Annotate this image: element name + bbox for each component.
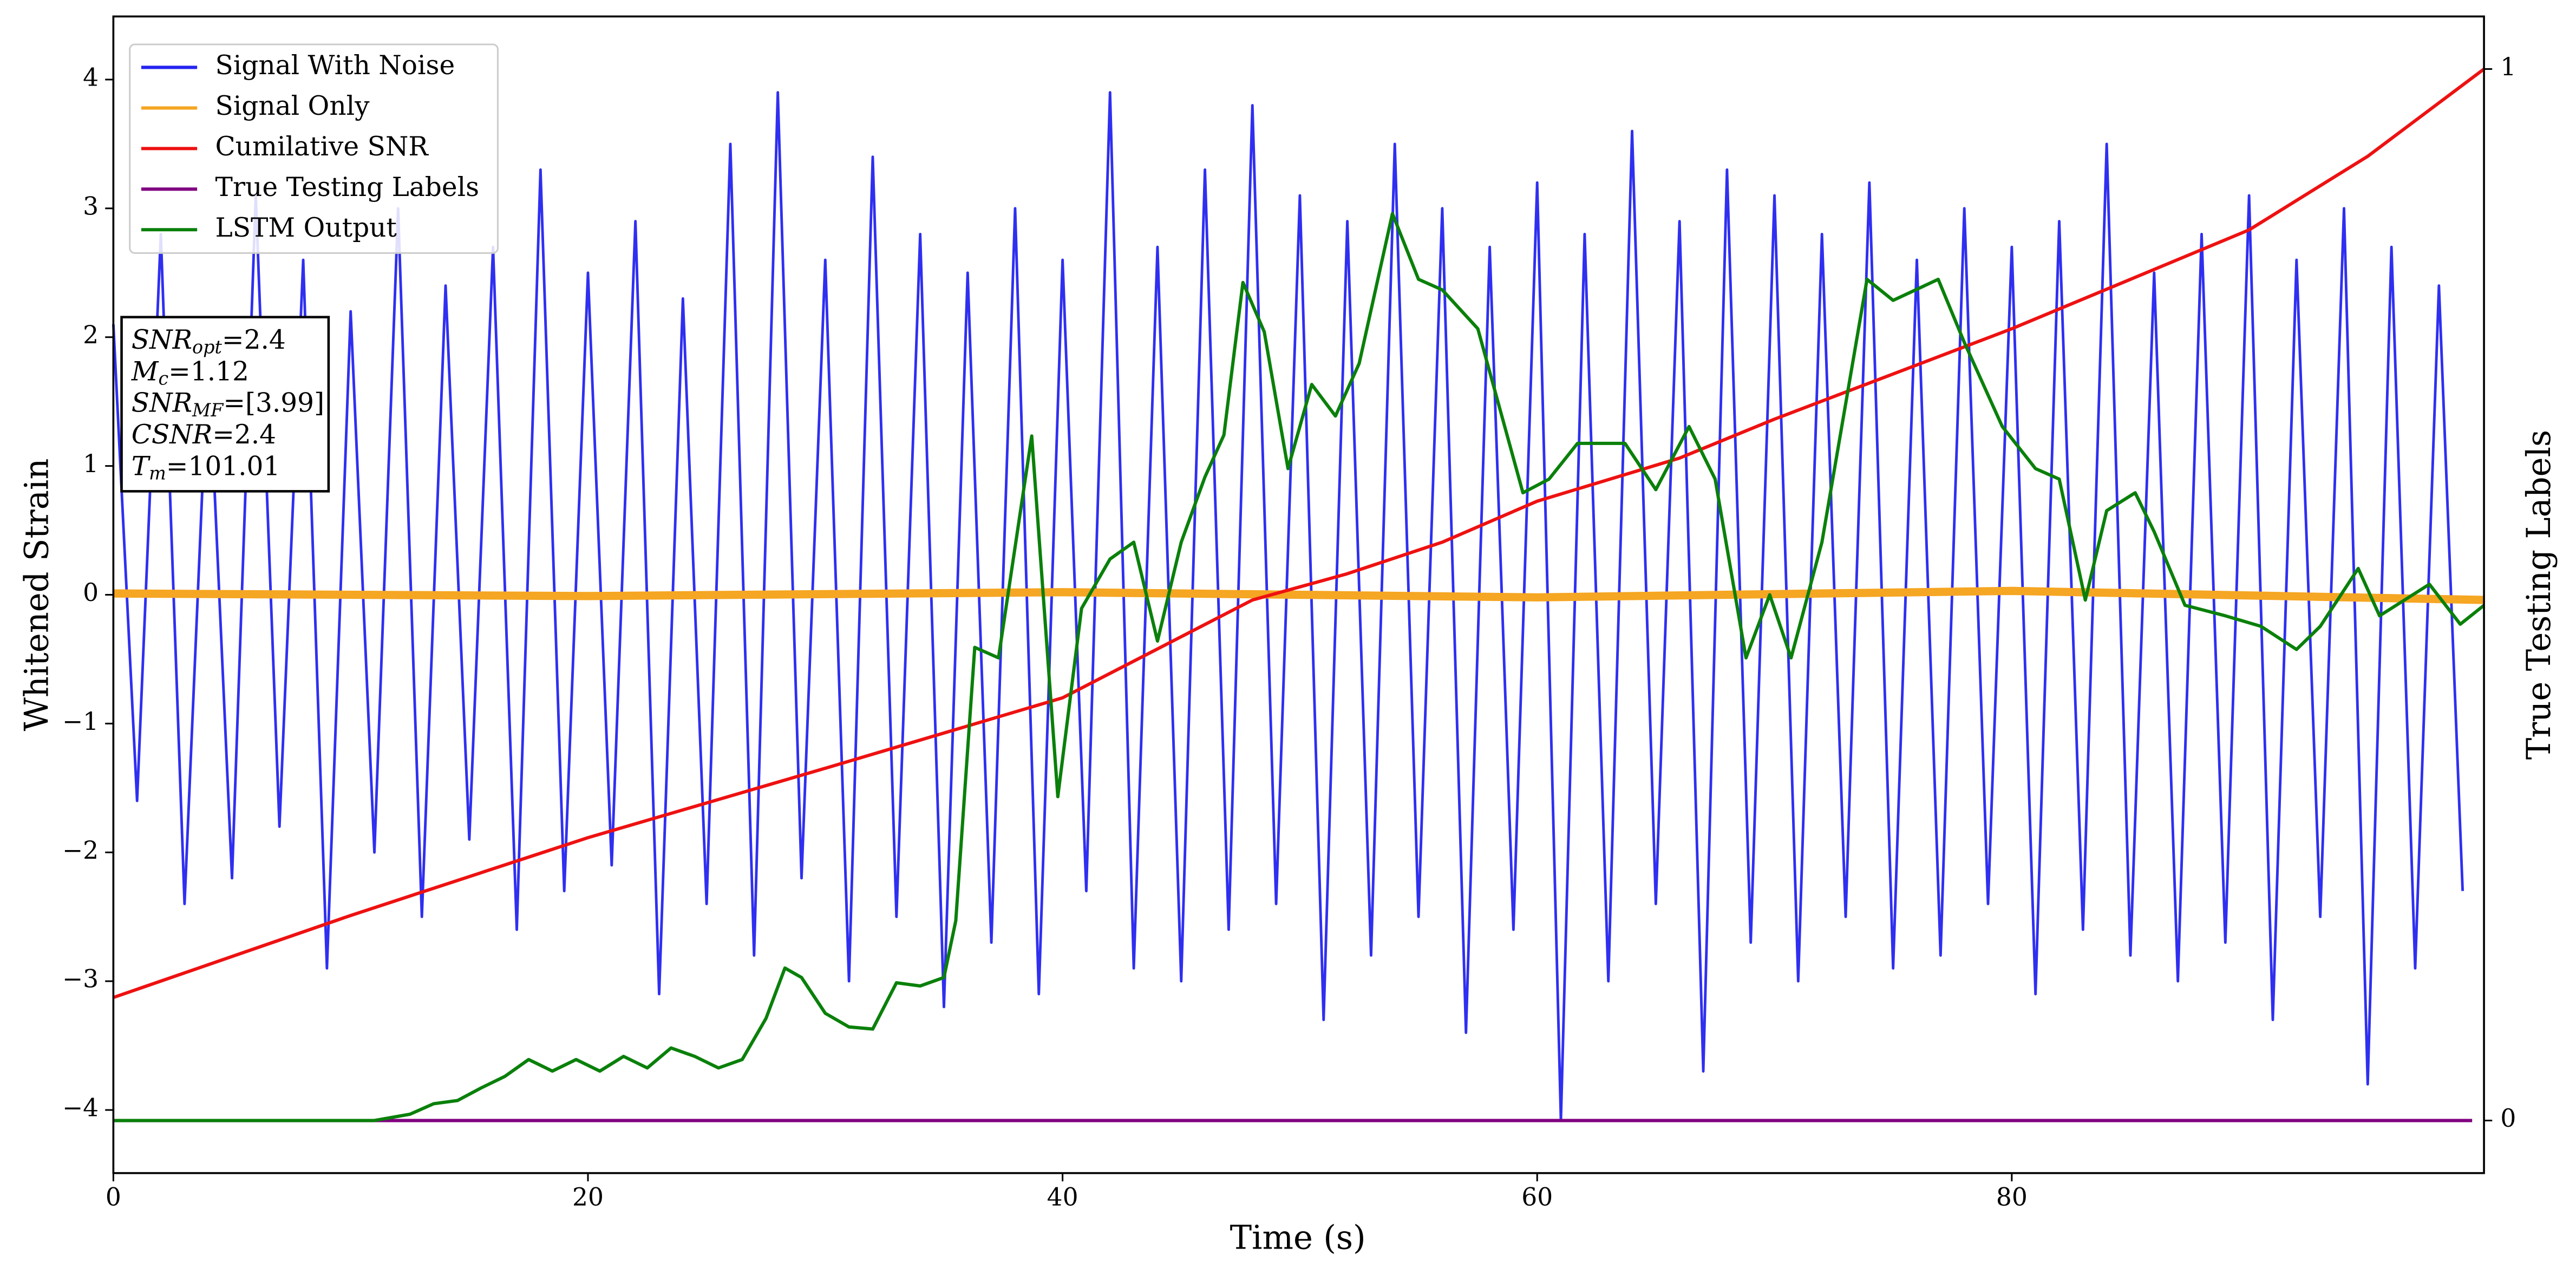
y-tick-label: 1	[83, 449, 99, 478]
x-tick-label: 40	[1047, 1183, 1078, 1212]
x-tick-label: 20	[572, 1183, 604, 1212]
y-tick-label: 3	[83, 192, 99, 220]
x-axis-label: Time (s)	[1230, 1219, 1366, 1257]
annotation-symbol: T	[132, 451, 151, 481]
legend-box	[129, 43, 499, 254]
annotation-line: Tm=101.01	[132, 451, 280, 484]
legend-label: Cumilative SNR	[215, 132, 429, 162]
y-tick-label: 0	[83, 578, 99, 607]
y2-axis-label: True Testing Labels	[2520, 430, 2558, 760]
x-tick-label: 60	[1521, 1183, 1553, 1212]
annotation-line: SNRopt=2.4	[132, 325, 286, 358]
y2-tick-label: 0	[2500, 1104, 2516, 1133]
y-tick-label: −1	[62, 707, 99, 736]
annotation: SNRopt=2.4Mc=1.12SNRMF=[3.99]CSNR=2.4Tm=…	[120, 316, 330, 493]
y-tick-label: 4	[83, 63, 99, 92]
plot-area	[112, 68, 2485, 1122]
annotation-line: SNRMF=[3.99]	[132, 388, 324, 421]
annotation-subscript: m	[149, 462, 166, 484]
legend: Signal With Noise Signal Only Cumilative S…	[129, 43, 499, 254]
series-line	[113, 212, 2485, 1122]
y2-tick-label: 1	[2500, 53, 2516, 81]
legend-label: Signal With Noise	[215, 50, 455, 81]
y-tick-label: 2	[83, 321, 99, 349]
annotation-box	[120, 316, 330, 493]
y-axis-label: Whitened Strain	[18, 459, 56, 731]
annotation-symbol: SNR	[132, 388, 192, 418]
annotation-symbol: SNR	[132, 325, 192, 355]
annotation-value: =2.4	[222, 325, 286, 355]
annotation-subscript: c	[158, 368, 168, 389]
annotation-line: Mc=1.12	[131, 356, 249, 389]
annotation-value: =2.4	[212, 419, 276, 449]
y-tick-label: −3	[62, 965, 99, 994]
y-tick-label: −2	[62, 836, 99, 865]
annotation-subscript: opt	[192, 336, 222, 357]
x-tick-label: 0	[106, 1183, 121, 1212]
annotation-symbol: CSNR	[132, 419, 212, 449]
annotation-line: CSNR=2.4	[132, 419, 276, 449]
legend-label: True Testing Labels	[215, 172, 480, 202]
series-line	[113, 68, 2485, 999]
annotation-symbol: M	[131, 356, 159, 387]
annotation-subscript: MF	[192, 400, 224, 421]
series-line	[113, 586, 2485, 604]
annotation-value: =[3.99]	[223, 388, 324, 418]
y-tick-label: −4	[62, 1094, 99, 1122]
legend-label: LSTM Output	[215, 213, 397, 243]
annotation-value: =101.01	[166, 451, 280, 481]
legend-label: Signal Only	[215, 91, 370, 121]
series-line	[112, 91, 2464, 1122]
annotation-value: =1.12	[168, 356, 249, 387]
x-tick-label: 80	[1996, 1183, 2028, 1212]
